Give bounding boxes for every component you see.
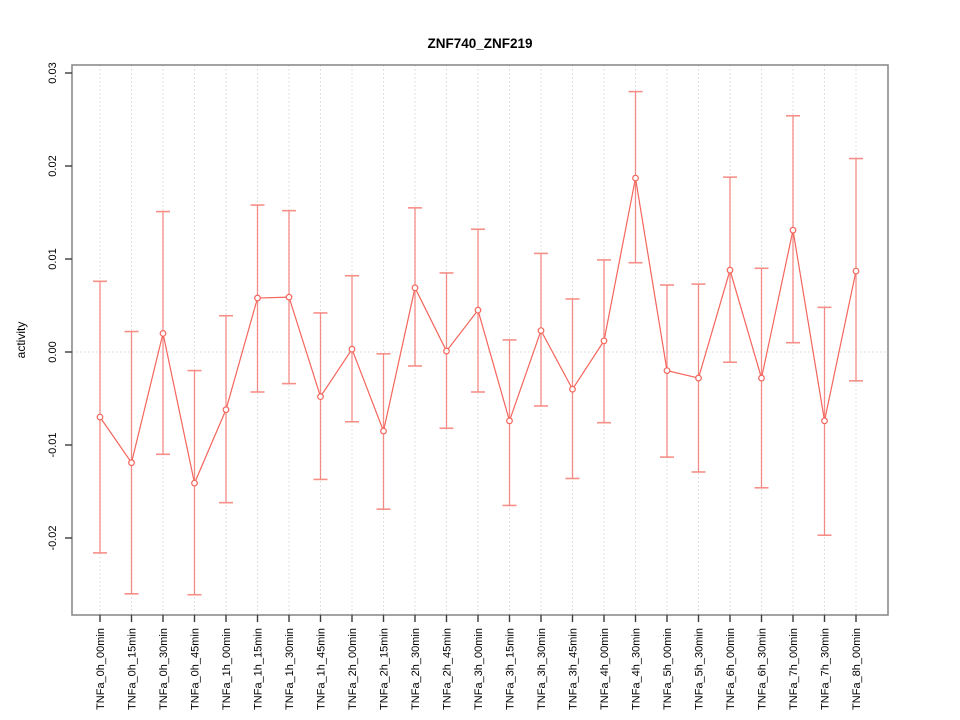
y-tick-label: -0.01: [47, 432, 59, 457]
x-axis-ticks-layer: TNFa_0h_00min TNFa_0h_15min TNFa_0h_30min T…: [95, 615, 863, 710]
x-tick-label: TNFa_4h_30min: [631, 628, 643, 710]
y-axis-ticks-layer: 0.03 0.02 0.01 0.00 -0.01 -0.02: [47, 62, 72, 551]
data-point-marker: [96, 413, 104, 421]
y-tick-label: -0.02: [47, 525, 59, 550]
x-tick-label: TNFa_8h_00min: [851, 628, 863, 710]
x-tick-label: TNFa_7h_30min: [820, 628, 832, 710]
data-point-marker: [159, 330, 167, 337]
data-point-marker: [285, 293, 293, 301]
data-point-marker: [695, 374, 702, 382]
plot-frame: [71, 64, 889, 616]
x-tick-label: TNFa_2h_30min: [410, 628, 422, 710]
x-tick-label: TNFa_1h_45min: [316, 628, 328, 710]
x-tick-label: TNFa_3h_45min: [568, 628, 580, 710]
x-tick-label: TNFa_6h_30min: [757, 628, 769, 710]
x-tick-label: TNFa_1h_30min: [284, 628, 296, 710]
x-tick-label: TNFa_0h_00min: [95, 628, 107, 710]
data-point-marker: [600, 337, 608, 345]
x-tick-label: TNFa_2h_15min: [379, 628, 391, 710]
x-tick-label: TNFa_0h_15min: [127, 628, 139, 710]
data-point-marker: [348, 345, 356, 353]
x-tick-label: TNFa_0h_45min: [190, 628, 202, 710]
data-point-marker: [821, 417, 828, 425]
data-point-marker: [474, 306, 482, 314]
data-point-marker: [128, 459, 135, 467]
data-point-marker: [191, 479, 198, 487]
x-tick-label: TNFa_1h_00min: [221, 628, 233, 710]
x-tick-label: TNFa_3h_30min: [536, 628, 548, 710]
series-markers-layer: [96, 174, 860, 487]
data-point-marker: [789, 226, 797, 234]
x-tick-label: TNFa_3h_15min: [505, 628, 517, 710]
data-point-marker: [758, 374, 765, 382]
x-tick-label: TNFa_2h_45min: [442, 628, 454, 710]
error-bars-layer: [93, 90, 863, 596]
x-tick-label: TNFa_7h_00min: [788, 628, 800, 710]
x-tick-label: TNFa_5h_00min: [662, 628, 674, 710]
data-point-marker: [317, 393, 324, 401]
x-tick-label: TNFa_6h_00min: [725, 628, 737, 710]
chart-title: ZNF740_ZNF219: [427, 36, 532, 51]
data-point-marker: [222, 406, 230, 414]
data-point-marker: [537, 327, 545, 335]
data-point-marker: [663, 367, 671, 375]
x-tick-label: TNFa_1h_15min: [253, 628, 265, 710]
data-point-marker: [443, 347, 450, 355]
x-tick-label: TNFa_0h_30min: [158, 628, 170, 710]
x-tick-label: TNFa_5h_30min: [694, 628, 706, 710]
y-tick-label: 0.02: [47, 155, 59, 176]
data-point-marker: [506, 417, 513, 425]
data-point-marker: [726, 266, 734, 274]
y-axis-label: activity: [14, 322, 28, 359]
data-point-marker: [254, 294, 261, 302]
x-tick-label: TNFa_3h_00min: [473, 628, 485, 710]
y-tick-label: 0.01: [47, 248, 59, 269]
data-point-marker: [632, 174, 639, 182]
x-tick-label: TNFa_2h_00min: [347, 628, 359, 710]
y-tick-label: 0.00: [47, 341, 59, 362]
data-point-marker: [569, 385, 576, 393]
data-point-marker: [852, 267, 860, 275]
data-point-marker: [380, 427, 387, 435]
y-tick-label: 0.03: [47, 62, 59, 83]
data-point-marker: [411, 284, 419, 292]
plot-frame-layer: [71, 64, 889, 616]
x-tick-label: TNFa_4h_00min: [599, 628, 611, 710]
gridlines-layer: [72, 65, 888, 615]
